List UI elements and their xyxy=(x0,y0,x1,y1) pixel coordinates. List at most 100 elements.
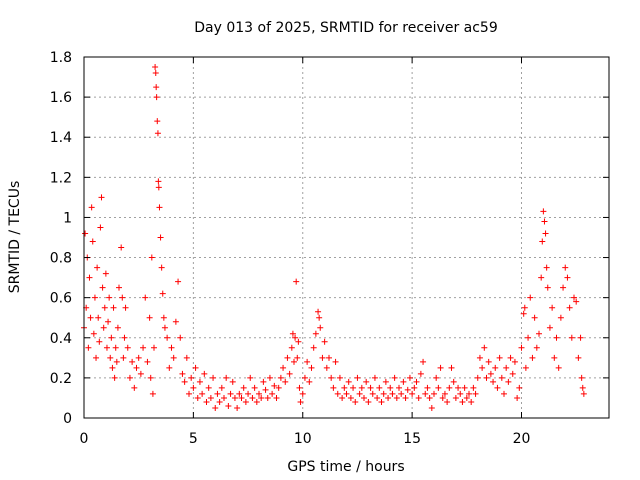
data-point xyxy=(382,378,389,385)
data-point xyxy=(107,354,114,361)
data-point xyxy=(347,394,354,401)
data-point xyxy=(216,398,223,405)
data-point xyxy=(231,394,238,401)
data-point xyxy=(555,364,562,371)
x-tick-label: 5 xyxy=(189,431,198,447)
data-point xyxy=(288,344,295,351)
data-point xyxy=(516,384,523,391)
data-point xyxy=(433,374,440,381)
data-point xyxy=(496,354,503,361)
data-point xyxy=(118,244,125,251)
data-point xyxy=(154,130,161,137)
data-point xyxy=(525,334,532,341)
data-point xyxy=(210,374,217,381)
data-point xyxy=(476,354,483,361)
data-point xyxy=(295,338,302,345)
data-point xyxy=(242,398,249,405)
data-point xyxy=(156,204,163,211)
data-point xyxy=(498,374,505,381)
data-point xyxy=(271,382,278,389)
x-axis-label: GPS time / hours xyxy=(287,459,404,475)
data-point xyxy=(431,390,437,397)
y-tick-label: 0.4 xyxy=(50,331,72,347)
data-point xyxy=(273,394,280,401)
data-point xyxy=(177,334,184,341)
data-point xyxy=(518,344,525,351)
data-point xyxy=(249,394,256,401)
data-point xyxy=(264,394,271,401)
data-point xyxy=(315,308,322,315)
data-point xyxy=(531,314,538,321)
data-point xyxy=(240,384,247,391)
data-point xyxy=(328,374,335,381)
data-point xyxy=(245,390,252,397)
data-point xyxy=(131,384,138,391)
y-tick-labels: 0 0.2 0.4 0.6 0.8 1 1.2 1.4 1.6 1.8 xyxy=(50,50,72,427)
data-point xyxy=(142,294,149,301)
data-point xyxy=(520,310,527,317)
data-point xyxy=(494,384,501,391)
data-point xyxy=(85,344,92,351)
data-point xyxy=(151,344,157,351)
data-point xyxy=(503,364,510,371)
data-point xyxy=(223,374,230,381)
data-point xyxy=(280,364,287,371)
data-point xyxy=(86,274,93,281)
data-point xyxy=(291,358,297,365)
data-point xyxy=(487,370,494,377)
data-point xyxy=(385,394,392,401)
data-point xyxy=(203,398,210,405)
data-point xyxy=(140,344,147,351)
data-point xyxy=(153,84,160,91)
data-point xyxy=(238,394,245,401)
data-point xyxy=(316,314,323,321)
data-point xyxy=(354,374,361,381)
data-point xyxy=(103,344,110,351)
x-tick-label: 15 xyxy=(403,431,421,447)
data-point xyxy=(490,378,497,385)
data-point xyxy=(113,358,120,365)
data-point xyxy=(541,218,548,225)
data-point xyxy=(181,378,188,385)
data-point xyxy=(450,378,457,385)
data-point xyxy=(492,364,499,371)
data-point xyxy=(345,378,352,385)
data-point xyxy=(293,278,300,285)
data-point xyxy=(522,364,529,371)
data-point xyxy=(258,394,265,401)
x-tick-label: 0 xyxy=(80,431,89,447)
data-point xyxy=(89,238,96,245)
data-point xyxy=(463,394,470,401)
data-point xyxy=(580,390,587,397)
data-point xyxy=(380,390,387,397)
data-point xyxy=(549,304,556,311)
data-point xyxy=(179,370,186,377)
data-point xyxy=(160,314,167,321)
data-point xyxy=(420,358,427,365)
data-point xyxy=(186,390,192,397)
data-point xyxy=(579,384,586,391)
data-point xyxy=(152,64,159,71)
data-point xyxy=(310,344,317,351)
data-point xyxy=(472,390,479,397)
data-point xyxy=(112,344,119,351)
data-point xyxy=(479,364,486,371)
data-point xyxy=(332,358,339,365)
data-point xyxy=(129,358,136,365)
data-point xyxy=(437,364,444,371)
data-point xyxy=(417,370,424,377)
data-point xyxy=(275,384,282,391)
data-point xyxy=(212,404,219,411)
data-point xyxy=(350,384,357,391)
data-point xyxy=(481,344,488,351)
data-point xyxy=(361,394,367,401)
data-point xyxy=(391,374,398,381)
data-point xyxy=(339,394,346,401)
data-point xyxy=(446,384,453,391)
data-point xyxy=(577,334,584,341)
data-point xyxy=(100,324,107,331)
data-point xyxy=(422,390,429,397)
data-point xyxy=(164,334,171,341)
data-point xyxy=(428,404,435,411)
